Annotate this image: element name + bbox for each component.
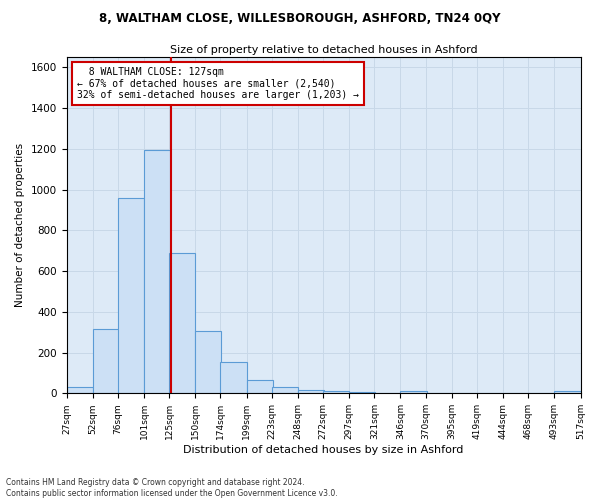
Bar (554, 392, 581, 394)
Bar (323, 392, 349, 394)
Bar (272, 387, 298, 394)
Title: Size of property relative to detached houses in Ashford: Size of property relative to detached ho… (170, 45, 478, 55)
Bar (92, 329, 119, 394)
Bar (298, 390, 324, 394)
Text: 8 WALTHAM CLOSE: 127sqm
← 67% of detached houses are smaller (2,540)
32% of semi: 8 WALTHAM CLOSE: 127sqm ← 67% of detache… (77, 68, 359, 100)
Bar (144, 150, 170, 394)
Y-axis label: Number of detached properties: Number of detached properties (15, 143, 25, 308)
Bar (400, 392, 427, 394)
Bar (67, 387, 92, 394)
Bar (169, 253, 195, 394)
Text: 8, WALTHAM CLOSE, WILLESBOROUGH, ASHFORD, TN24 0QY: 8, WALTHAM CLOSE, WILLESBOROUGH, ASHFORD… (99, 12, 501, 26)
Bar (195, 331, 221, 394)
Bar (247, 380, 273, 394)
X-axis label: Distribution of detached houses by size in Ashford: Distribution of detached houses by size … (184, 445, 464, 455)
Bar (220, 362, 247, 394)
Bar (349, 392, 376, 394)
Bar (118, 198, 144, 394)
Text: Contains HM Land Registry data © Crown copyright and database right 2024.
Contai: Contains HM Land Registry data © Crown c… (6, 478, 338, 498)
